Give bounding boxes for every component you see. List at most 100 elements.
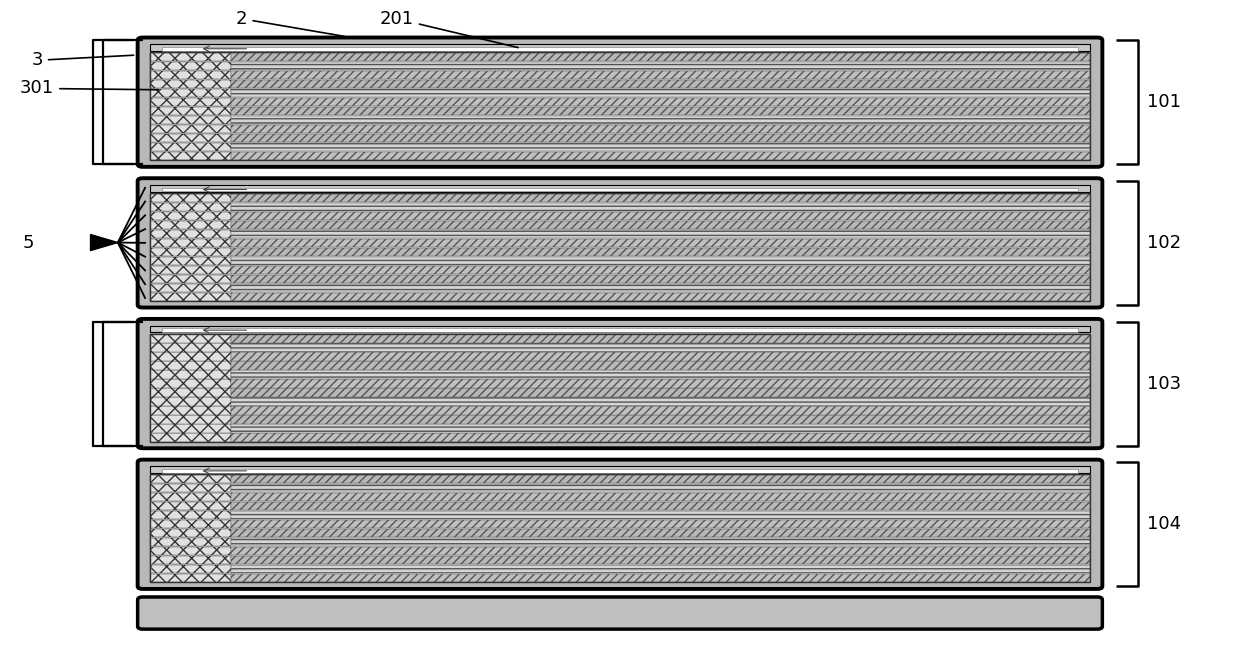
- Bar: [150, 361, 231, 370]
- Bar: [150, 194, 231, 202]
- Text: 201: 201: [379, 10, 518, 48]
- Bar: [231, 248, 1090, 256]
- Bar: [150, 293, 231, 301]
- Bar: [150, 193, 1090, 301]
- Text: 101: 101: [1147, 93, 1180, 111]
- Bar: [231, 194, 1090, 202]
- Bar: [231, 547, 1090, 555]
- Bar: [231, 230, 1090, 238]
- Bar: [150, 220, 231, 229]
- Bar: [231, 538, 1090, 546]
- Bar: [231, 116, 1090, 124]
- Bar: [150, 352, 231, 360]
- Bar: [150, 71, 231, 79]
- Bar: [231, 212, 1090, 220]
- Bar: [231, 143, 1090, 151]
- Bar: [150, 257, 231, 265]
- Bar: [150, 433, 231, 442]
- Bar: [150, 344, 231, 352]
- Bar: [150, 52, 1090, 160]
- Bar: [231, 107, 1090, 115]
- Bar: [150, 475, 231, 484]
- Bar: [162, 469, 1078, 473]
- Bar: [231, 283, 1090, 292]
- Bar: [231, 62, 1090, 70]
- Bar: [231, 53, 1090, 62]
- Bar: [150, 326, 1090, 332]
- Bar: [150, 484, 231, 492]
- Text: 2: 2: [236, 10, 345, 36]
- Bar: [231, 239, 1090, 247]
- Text: 5: 5: [22, 234, 33, 251]
- Text: 103: 103: [1147, 375, 1182, 393]
- Bar: [231, 134, 1090, 142]
- Bar: [231, 125, 1090, 133]
- Bar: [150, 80, 231, 88]
- Bar: [150, 547, 231, 555]
- Bar: [231, 415, 1090, 423]
- Bar: [150, 529, 231, 537]
- Bar: [150, 493, 231, 501]
- Bar: [231, 379, 1090, 388]
- Bar: [150, 379, 231, 388]
- Bar: [150, 565, 231, 574]
- Bar: [150, 556, 231, 564]
- Bar: [162, 47, 1078, 51]
- Bar: [231, 529, 1090, 537]
- Bar: [150, 574, 231, 582]
- Bar: [150, 424, 231, 433]
- Bar: [150, 134, 231, 142]
- Bar: [231, 520, 1090, 529]
- Bar: [150, 116, 231, 124]
- Bar: [150, 44, 1090, 51]
- Bar: [150, 212, 231, 220]
- Bar: [150, 283, 231, 292]
- Bar: [231, 220, 1090, 229]
- Bar: [231, 389, 1090, 397]
- Polygon shape: [91, 234, 118, 251]
- Bar: [231, 275, 1090, 283]
- Bar: [231, 344, 1090, 352]
- Bar: [150, 334, 1090, 442]
- Bar: [231, 484, 1090, 492]
- Bar: [231, 152, 1090, 160]
- Bar: [231, 406, 1090, 415]
- Bar: [231, 511, 1090, 519]
- Bar: [231, 556, 1090, 564]
- Bar: [150, 334, 1090, 442]
- Bar: [231, 265, 1090, 274]
- Bar: [150, 389, 231, 397]
- Bar: [231, 203, 1090, 211]
- FancyBboxPatch shape: [138, 460, 1102, 589]
- Bar: [150, 52, 1090, 160]
- Bar: [231, 361, 1090, 370]
- Bar: [150, 62, 231, 70]
- FancyBboxPatch shape: [138, 597, 1102, 629]
- Bar: [150, 143, 231, 151]
- Bar: [231, 89, 1090, 97]
- Bar: [162, 328, 1078, 332]
- Bar: [150, 125, 231, 133]
- Bar: [150, 193, 1090, 301]
- Text: 3: 3: [31, 52, 134, 69]
- Bar: [150, 107, 231, 115]
- Bar: [231, 371, 1090, 379]
- Bar: [231, 71, 1090, 79]
- Bar: [150, 89, 231, 97]
- Bar: [231, 424, 1090, 433]
- Bar: [150, 275, 231, 283]
- Bar: [231, 352, 1090, 360]
- Bar: [150, 239, 231, 247]
- Bar: [231, 293, 1090, 301]
- FancyBboxPatch shape: [138, 319, 1102, 448]
- Bar: [150, 466, 1090, 473]
- Bar: [150, 203, 231, 211]
- Bar: [231, 433, 1090, 442]
- Bar: [150, 334, 231, 343]
- Bar: [150, 152, 231, 160]
- Bar: [150, 371, 231, 379]
- Bar: [150, 520, 231, 529]
- Bar: [150, 98, 231, 107]
- Bar: [231, 493, 1090, 501]
- FancyBboxPatch shape: [138, 38, 1102, 167]
